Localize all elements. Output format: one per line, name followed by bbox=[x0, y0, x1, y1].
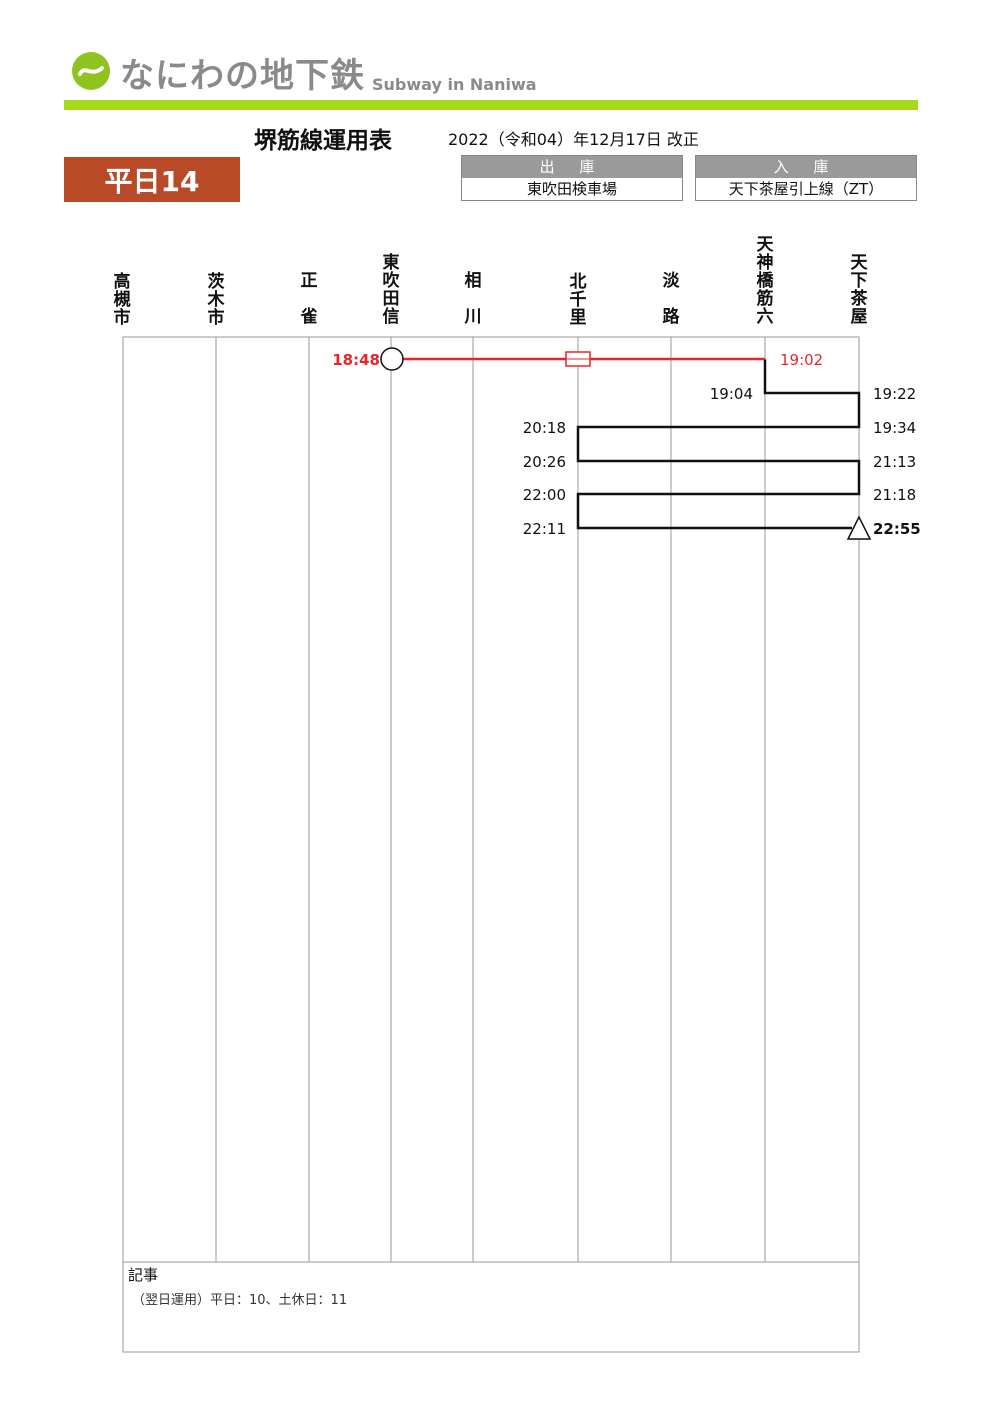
station-label: 天下茶屋 bbox=[850, 253, 868, 327]
time-label: 22:00 bbox=[523, 486, 566, 504]
end-triangle-marker bbox=[846, 515, 872, 540]
depot-in-value: 天下茶屋引上線（ZT） bbox=[728, 180, 884, 198]
start-circle-marker bbox=[380, 347, 404, 371]
station-label: 天神橋筋六 bbox=[756, 235, 774, 327]
time-label: 21:13 bbox=[873, 453, 916, 471]
logo-icon bbox=[72, 52, 110, 90]
station-label: 正雀 bbox=[300, 271, 318, 327]
station-label: 淡路 bbox=[662, 271, 680, 327]
depot-out-label: 出 庫 bbox=[462, 156, 682, 178]
service-path bbox=[576, 360, 861, 530]
header-divider bbox=[64, 100, 918, 110]
depot-in-box: 入 庫 天下茶屋引上線（ZT） bbox=[695, 155, 917, 201]
revision-date: 2022（令和04）年12月17日 改正 bbox=[448, 130, 699, 149]
depot-out-box: 出 庫 東吹田検車場 bbox=[461, 155, 683, 201]
station-label: 高槻市 bbox=[113, 272, 131, 328]
station-label: 茨木市 bbox=[207, 272, 225, 328]
time-label: 21:18 bbox=[873, 486, 916, 504]
diagram-frame bbox=[122, 336, 860, 1353]
station-label: 北千里 bbox=[569, 272, 587, 328]
time-label: 20:18 bbox=[523, 419, 566, 437]
notes-title: 記事 bbox=[128, 1266, 159, 1284]
depot-out-value: 東吹田検車場 bbox=[526, 180, 617, 198]
time-label: 22:55 bbox=[873, 520, 921, 538]
logo-text: なにわの地下鉄 bbox=[120, 56, 365, 96]
page-title: 堺筋線運用表 bbox=[254, 128, 392, 154]
station-label: 相川 bbox=[464, 271, 482, 327]
time-label: 19:34 bbox=[873, 419, 916, 437]
notes-body: （翌日運用）平日：10、土休日：11 bbox=[132, 1293, 348, 1308]
station-label: 東吹田信 bbox=[382, 253, 400, 327]
time-label: 18:48 bbox=[332, 351, 380, 369]
logo-subtitle: Subway in Naniwa bbox=[372, 75, 537, 94]
time-label: 19:02 bbox=[780, 351, 823, 369]
time-label: 20:26 bbox=[523, 453, 566, 471]
time-label: 19:04 bbox=[710, 385, 753, 403]
time-label: 19:22 bbox=[873, 385, 916, 403]
day-badge: 平日14 bbox=[64, 157, 240, 202]
time-label: 22:11 bbox=[523, 520, 566, 538]
depot-in-label: 入 庫 bbox=[696, 156, 916, 178]
